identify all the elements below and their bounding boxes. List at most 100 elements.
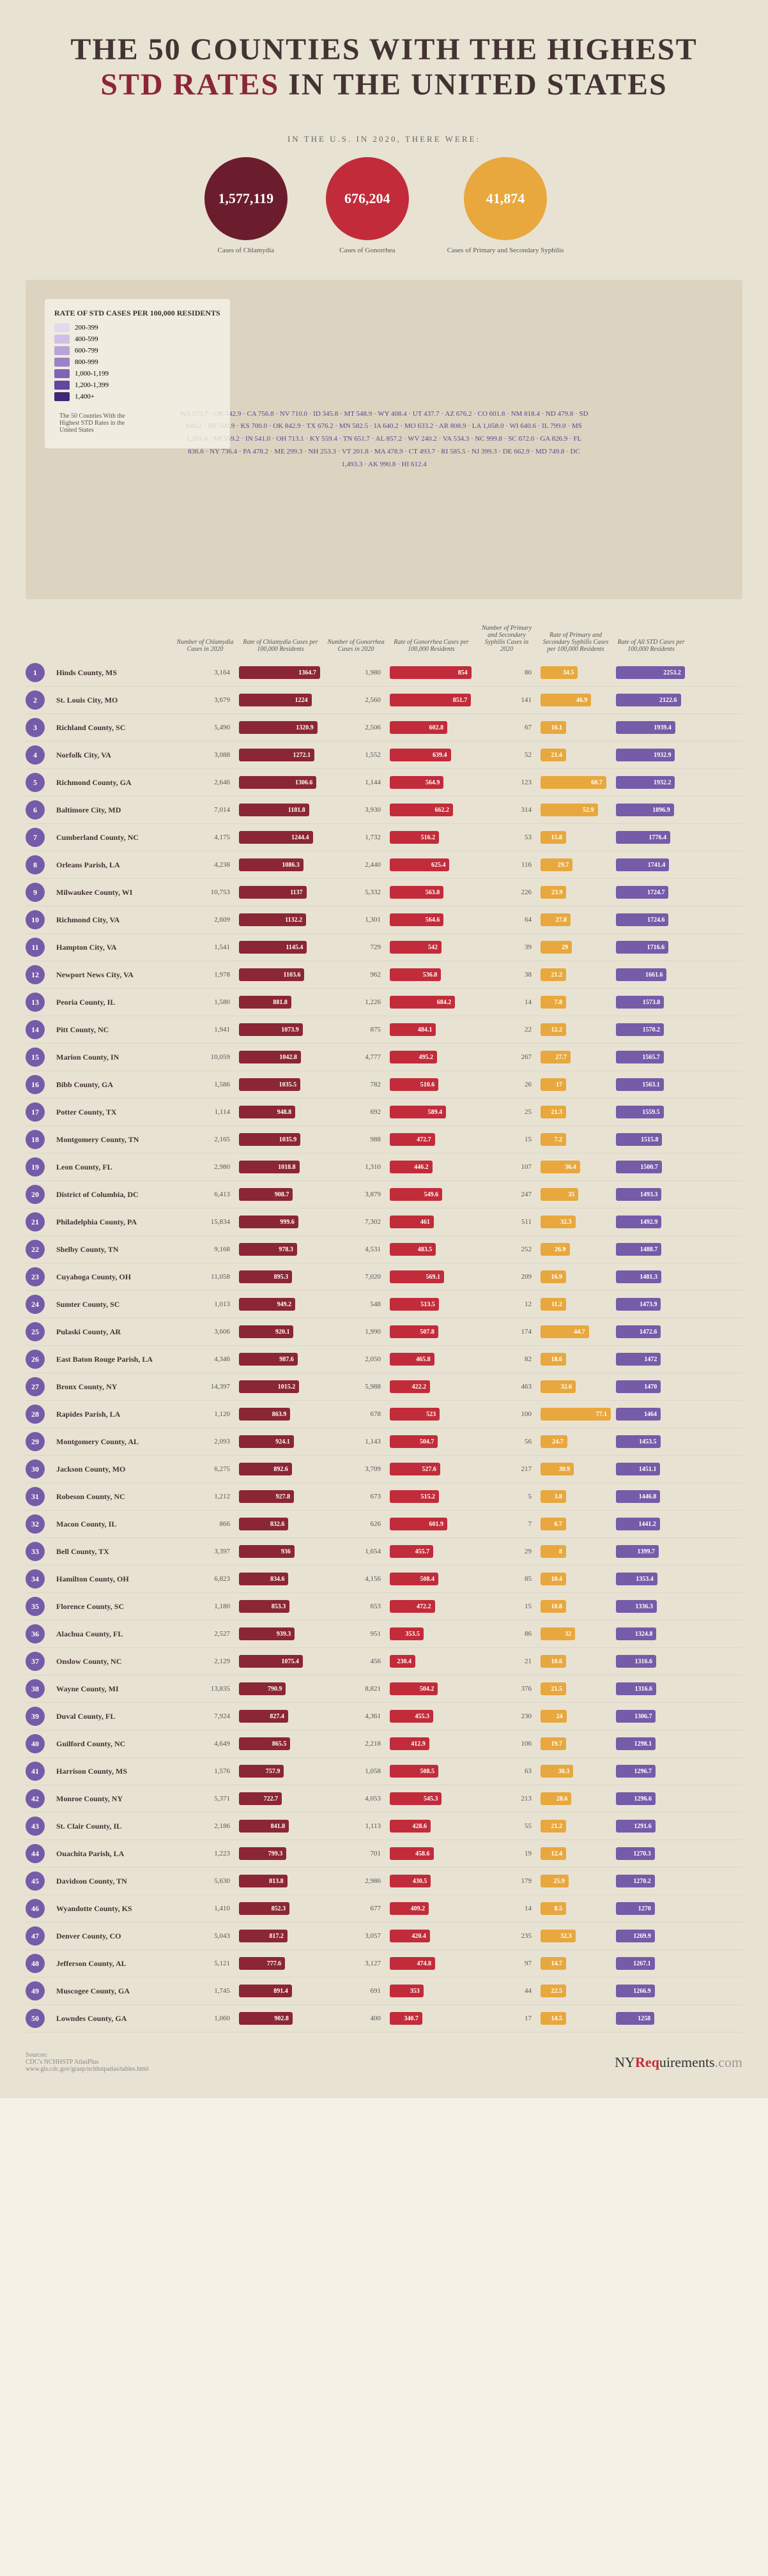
syphilis-count: 213 bbox=[478, 1795, 535, 1802]
col-header: Rate of Chlamydia Cases per 100,000 Resi… bbox=[239, 625, 322, 653]
chlamydia-rate-bar: 902.8 bbox=[239, 2012, 293, 2025]
rank-badge: 3 bbox=[26, 718, 45, 737]
chlamydia-rate-bar: 841.8 bbox=[239, 1820, 289, 1833]
chlamydia-rate-bar: 777.6 bbox=[239, 1957, 285, 1970]
chlamydia-rate-bar: 920.1 bbox=[239, 1325, 293, 1338]
table-row: 7 Cumberland County, NC 4,175 1244.4 1,7… bbox=[26, 824, 742, 851]
gonorrhea-count: 1,143 bbox=[327, 1438, 385, 1445]
gonorrhea-rate-bar: 504.7 bbox=[390, 1435, 438, 1448]
rank-badge: 18 bbox=[26, 1130, 45, 1149]
rank-badge: 9 bbox=[26, 883, 45, 902]
col-header: Number of Primary and Secondary Syphilis… bbox=[478, 625, 535, 653]
rank-badge: 25 bbox=[26, 1322, 45, 1341]
chlamydia-rate-bar: 722.7 bbox=[239, 1792, 282, 1805]
gonorrhea-rate-bar: 483.5 bbox=[390, 1243, 436, 1256]
chlamydia-count: 1,580 bbox=[176, 998, 234, 1006]
table-row: 44 Ouachita Parish, LA 1,223 799.3 701 4… bbox=[26, 1840, 742, 1868]
gonorrhea-count: 2,218 bbox=[327, 1740, 385, 1748]
total-rate-bar: 1724.6 bbox=[616, 913, 668, 926]
gonorrhea-rate-bar: 515.2 bbox=[390, 1490, 439, 1503]
total-rate-bar: 1470 bbox=[616, 1380, 661, 1393]
gonorrhea-rate-bar: 455.7 bbox=[390, 1545, 433, 1558]
syphilis-rate-bar: 36.4 bbox=[541, 1161, 580, 1173]
total-rate-bar: 1296.7 bbox=[616, 1765, 656, 1778]
syphilis-count: 252 bbox=[478, 1246, 535, 1253]
chlamydia-rate-bar: 852.3 bbox=[239, 1902, 289, 1915]
chlamydia-rate-bar: 1042.8 bbox=[239, 1051, 301, 1063]
gonorrhea-count: 548 bbox=[327, 1300, 385, 1308]
gonorrhea-rate-bar: 455.3 bbox=[390, 1710, 433, 1723]
col-header bbox=[56, 625, 171, 653]
chlamydia-count: 2,129 bbox=[176, 1658, 234, 1665]
total-rate-bar: 1932.9 bbox=[616, 749, 675, 761]
rank-badge: 34 bbox=[26, 1569, 45, 1589]
rank-badge: 35 bbox=[26, 1597, 45, 1616]
chlamydia-count: 1,410 bbox=[176, 1905, 234, 1912]
chlamydia-rate-bar: 790.9 bbox=[239, 1682, 286, 1695]
gonorrhea-count: 2,440 bbox=[327, 861, 385, 869]
syphilis-count: 179 bbox=[478, 1877, 535, 1885]
table-row: 6 Baltimore City, MD 7,014 1181.8 3,930 … bbox=[26, 796, 742, 824]
rank-badge: 4 bbox=[26, 745, 45, 765]
table-row: 19 Leon County, FL 2,980 1018.8 1,310 44… bbox=[26, 1154, 742, 1181]
county-name: St. Louis City, MO bbox=[56, 696, 171, 705]
gonorrhea-rate-bar: 484.1 bbox=[390, 1023, 436, 1036]
rank-badge: 40 bbox=[26, 1734, 45, 1753]
table-row: 36 Alachua County, FL 2,527 939.3 951 35… bbox=[26, 1620, 742, 1648]
gonorrhea-count: 3,879 bbox=[327, 1191, 385, 1198]
table-row: 20 District of Columbia, DC 6,413 908.7 … bbox=[26, 1181, 742, 1208]
table-row: 26 East Baton Rouge Parish, LA 4,346 987… bbox=[26, 1346, 742, 1373]
total-rate-bar: 1741.4 bbox=[616, 858, 669, 871]
table-row: 34 Hamilton County, OH 6,823 834.6 4,156… bbox=[26, 1566, 742, 1593]
gonorrhea-rate-bar: 458.6 bbox=[390, 1847, 434, 1860]
syphilis-rate-bar: 32.6 bbox=[541, 1380, 576, 1393]
rank-badge: 32 bbox=[26, 1514, 45, 1534]
chlamydia-rate-bar: 1103.6 bbox=[239, 968, 304, 981]
chlamydia-count: 1,941 bbox=[176, 1026, 234, 1033]
total-rate-bar: 1473.9 bbox=[616, 1298, 661, 1311]
total-circle: 41,874Cases of Primary and Secondary Syp… bbox=[447, 157, 564, 254]
rank-badge: 47 bbox=[26, 1926, 45, 1946]
total-rate-bar: 1451.1 bbox=[616, 1463, 660, 1475]
rank-badge: 41 bbox=[26, 1762, 45, 1781]
legend-item: 1,200-1,399 bbox=[54, 381, 220, 390]
legend-item: 1,400+ bbox=[54, 392, 220, 401]
syphilis-rate-bar: 44.7 bbox=[541, 1325, 589, 1338]
total-rate-bar: 1270 bbox=[616, 1902, 655, 1915]
syphilis-rate-bar: 60.7 bbox=[541, 776, 606, 789]
chlamydia-rate-bar: 1272.1 bbox=[239, 749, 314, 761]
total-rate-bar: 1559.5 bbox=[616, 1106, 664, 1118]
chlamydia-count: 2,646 bbox=[176, 779, 234, 786]
gonorrhea-count: 4,361 bbox=[327, 1712, 385, 1720]
chlamydia-rate-bar: 863.9 bbox=[239, 1408, 290, 1421]
total-rate-bar: 1269.9 bbox=[616, 1930, 655, 1942]
legend-item: 800-999 bbox=[54, 358, 220, 367]
syphilis-rate-bar: 32.3 bbox=[541, 1216, 576, 1228]
gonorrhea-count: 678 bbox=[327, 1410, 385, 1418]
gonorrhea-count: 8,821 bbox=[327, 1685, 385, 1693]
table-row: 11 Hampton City, VA 1,541 1145.4 729 542… bbox=[26, 934, 742, 961]
gonorrhea-rate-bar: 446.2 bbox=[390, 1161, 433, 1173]
total-rate-bar: 1565.7 bbox=[616, 1051, 664, 1063]
gonorrhea-count: 701 bbox=[327, 1850, 385, 1857]
syphilis-count: 100 bbox=[478, 1410, 535, 1418]
syphilis-count: 511 bbox=[478, 1218, 535, 1226]
syphilis-rate-bar: 6.7 bbox=[541, 1518, 566, 1530]
chlamydia-rate-bar: 978.3 bbox=[239, 1243, 297, 1256]
chlamydia-rate-bar: 1181.8 bbox=[239, 804, 309, 816]
gonorrhea-count: 3,930 bbox=[327, 806, 385, 814]
chlamydia-rate-bar: 834.6 bbox=[239, 1573, 288, 1585]
chlamydia-count: 4,238 bbox=[176, 861, 234, 869]
table-row: 30 Jackson County, MO 6,275 892.6 3,709 … bbox=[26, 1456, 742, 1483]
table-row: 48 Jefferson County, AL 5,121 777.6 3,12… bbox=[26, 1950, 742, 1978]
rank-badge: 28 bbox=[26, 1405, 45, 1424]
gonorrhea-count: 1,552 bbox=[327, 751, 385, 759]
chlamydia-count: 3,088 bbox=[176, 751, 234, 759]
syphilis-rate-bar: 46.9 bbox=[541, 694, 591, 706]
rank-badge: 49 bbox=[26, 1981, 45, 2001]
total-rate-bar: 1563.1 bbox=[616, 1078, 664, 1091]
chlamydia-rate-bar: 924.1 bbox=[239, 1435, 294, 1448]
county-name: District of Columbia, DC bbox=[56, 1190, 171, 1200]
chlamydia-count: 7,014 bbox=[176, 806, 234, 814]
county-name: Bronx County, NY bbox=[56, 1382, 171, 1392]
